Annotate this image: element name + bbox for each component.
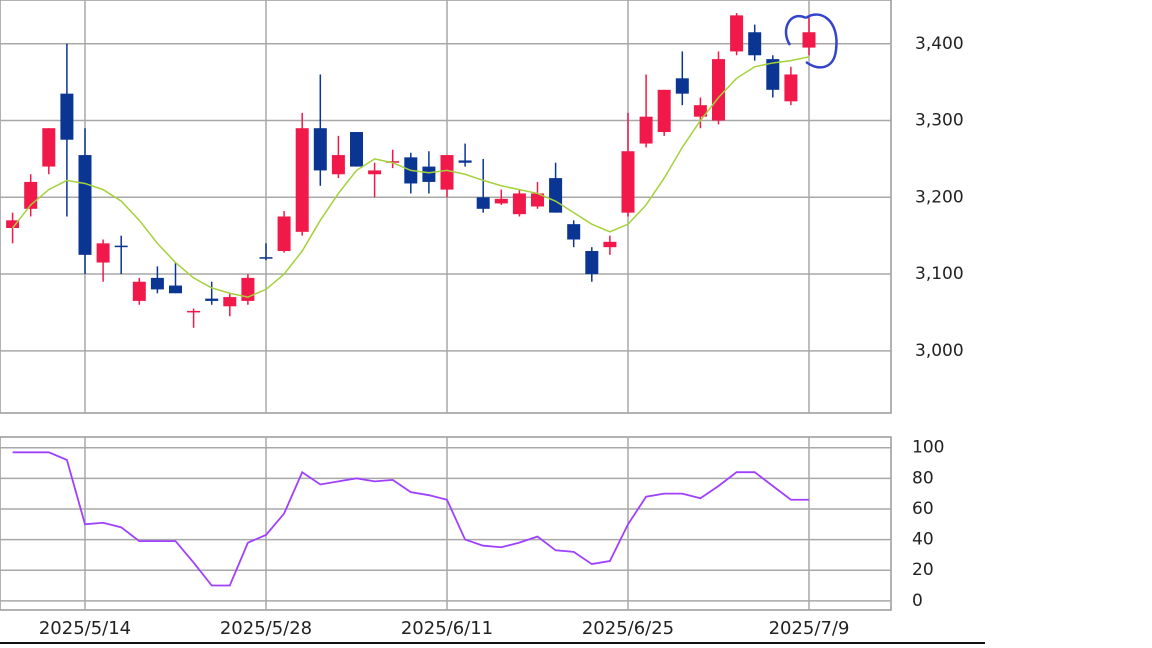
- candle-body: [96, 243, 110, 263]
- candle-body: [549, 178, 563, 213]
- hand-drawn-mark: [784, 13, 838, 69]
- candle-body: [531, 193, 544, 207]
- candle-body: [748, 32, 762, 56]
- y-tick-label: 3,100: [915, 264, 964, 284]
- y-tick-label: 3,000: [915, 341, 964, 361]
- candle-body: [494, 198, 508, 204]
- candle-body: [730, 15, 744, 52]
- moving-average: [12, 56, 810, 298]
- candle-body: [784, 74, 798, 102]
- candle-body: [657, 89, 671, 133]
- candle-body: [60, 93, 74, 140]
- candle-body: [223, 297, 237, 307]
- candle-body: [440, 155, 454, 190]
- x-tick-label: 2025/5/14: [39, 618, 131, 639]
- candle-body: [169, 285, 182, 294]
- y-tick-label: 100: [912, 438, 944, 458]
- main-frame: [0, 0, 892, 414]
- candle-body: [422, 166, 436, 182]
- y-tick-label: 80: [912, 468, 934, 488]
- candle-body: [350, 132, 363, 167]
- candle-body: [476, 197, 490, 209]
- y-tick-label: 20: [912, 560, 934, 580]
- candle-body: [132, 281, 146, 301]
- candle-body: [313, 128, 327, 171]
- candle-body: [458, 160, 472, 163]
- candle-body: [512, 193, 526, 215]
- y-tick-label: 40: [912, 530, 934, 550]
- oscillator-frame: [0, 436, 892, 611]
- candle-body: [802, 32, 816, 48]
- candle-body: [295, 128, 309, 232]
- candle-body: [386, 161, 400, 163]
- candle-body: [585, 251, 599, 275]
- candle-body: [693, 105, 707, 117]
- candle-body: [712, 59, 725, 121]
- candle-body: [639, 116, 653, 144]
- candle-body: [567, 224, 581, 240]
- y-tick-label: 0: [912, 591, 923, 611]
- x-tick-label: 2025/6/11: [401, 618, 493, 639]
- candle-body: [603, 241, 617, 248]
- y-tick-label: 3,300: [915, 111, 964, 131]
- x-tick-label: 2025/7/9: [769, 618, 850, 639]
- y-tick-label: 60: [912, 499, 934, 519]
- candle-body: [150, 277, 164, 290]
- candle-body: [205, 298, 219, 301]
- oscillator-line: [12, 451, 809, 587]
- candle-body: [259, 257, 273, 259]
- y-tick-label: 3,400: [915, 34, 964, 54]
- candle-body: [331, 155, 345, 175]
- candle-body: [368, 170, 382, 175]
- candle-body: [187, 310, 201, 313]
- candle-body: [78, 155, 92, 255]
- candle-body: [277, 216, 291, 252]
- candle-body: [114, 245, 128, 248]
- candle-body: [621, 151, 635, 213]
- candle-body: [766, 59, 780, 90]
- candle-body: [42, 128, 56, 167]
- x-tick-label: 2025/6/25: [582, 618, 674, 639]
- candle-body: [675, 78, 689, 94]
- candle-body: [6, 220, 20, 228]
- y-tick-label: 3,200: [915, 187, 964, 207]
- x-tick-label: 2025/5/28: [220, 618, 312, 639]
